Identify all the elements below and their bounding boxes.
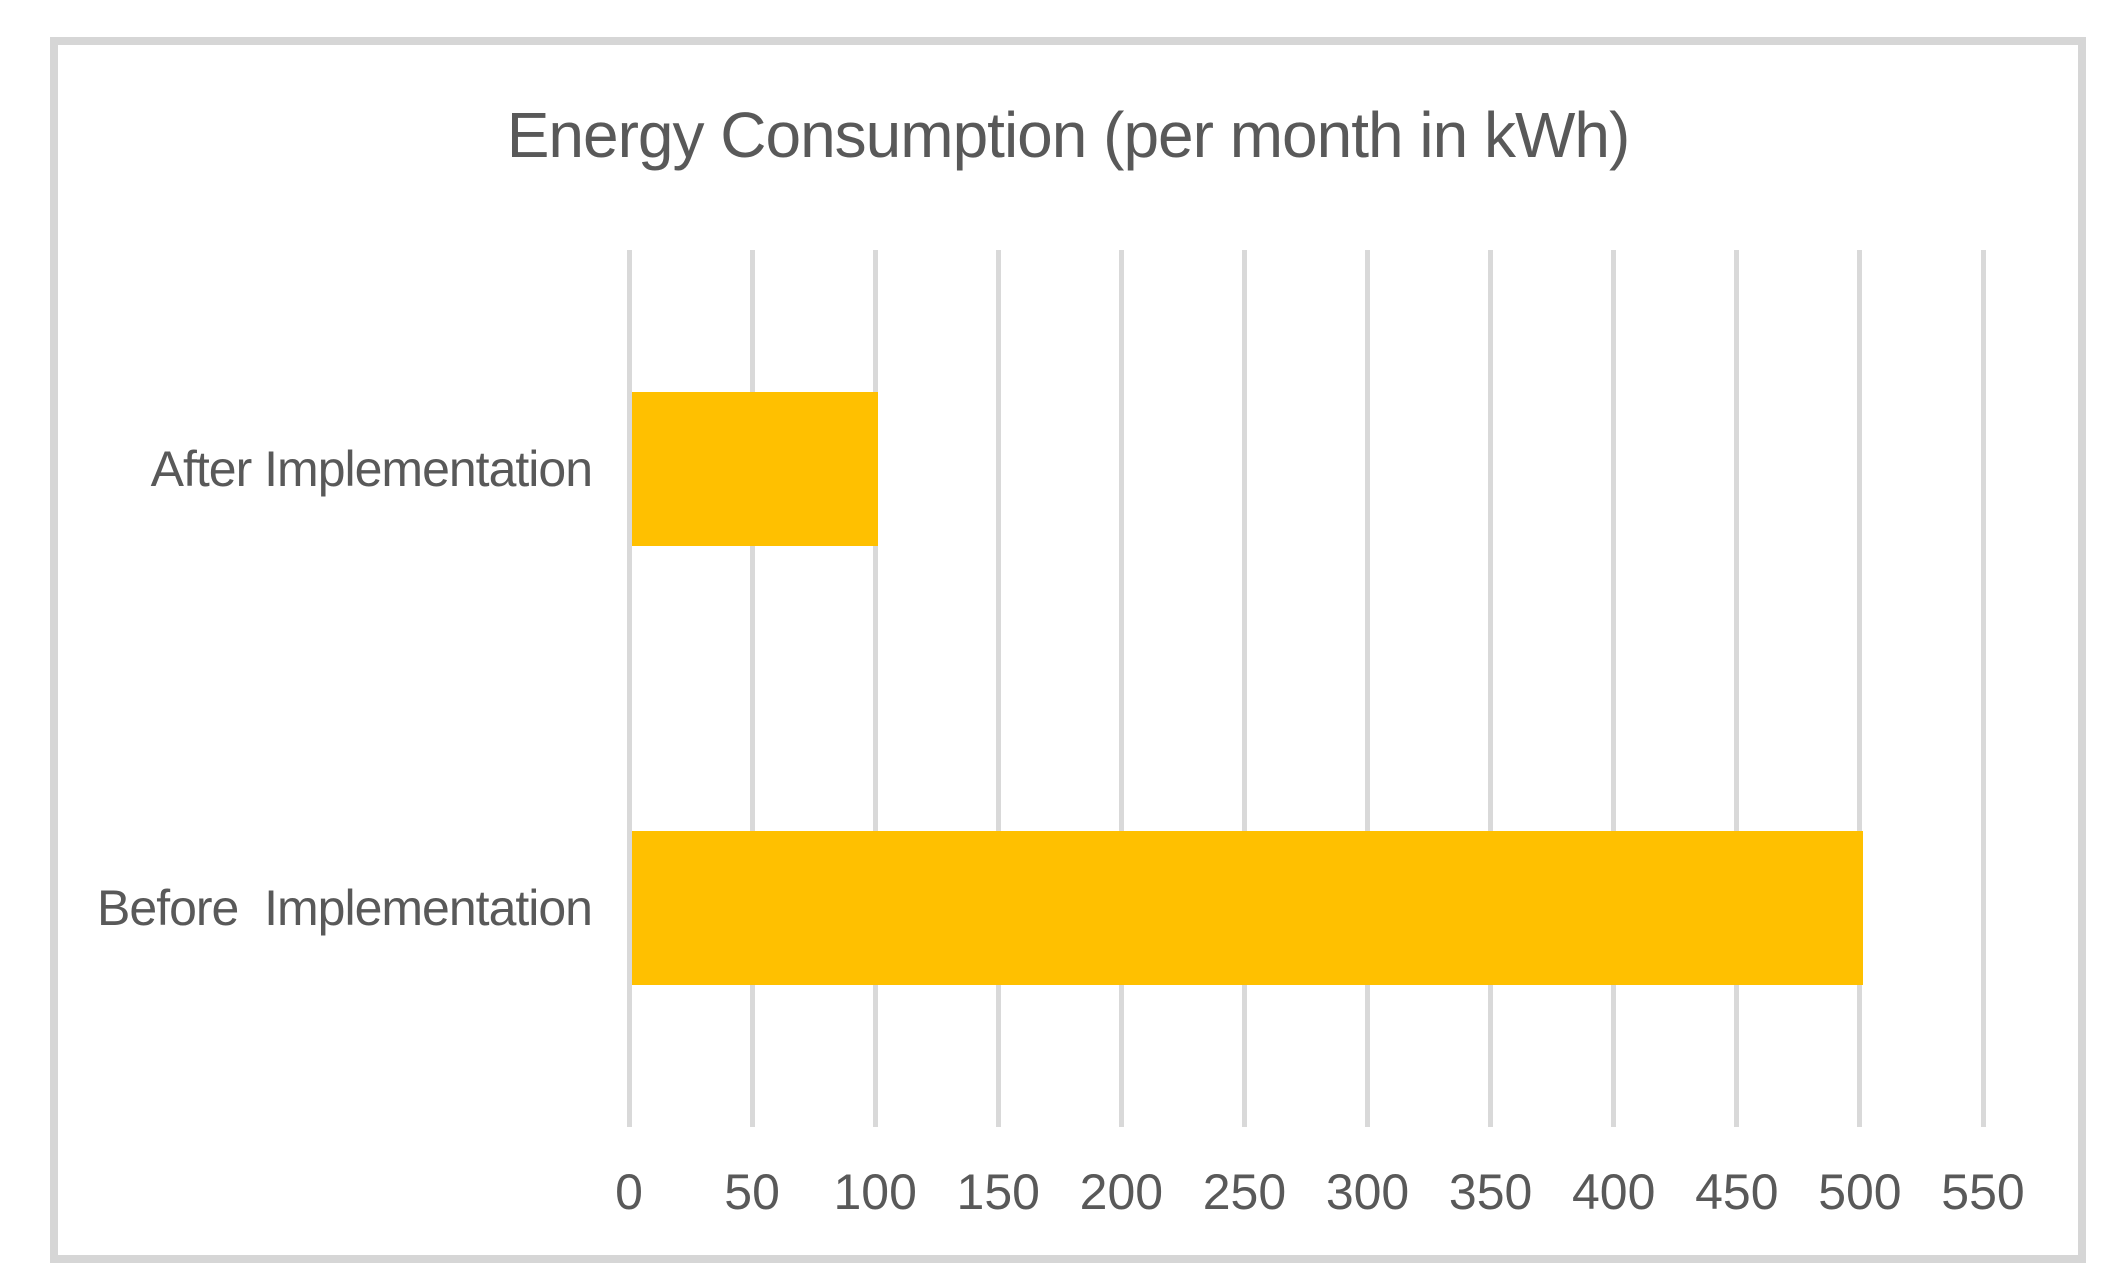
gridline-300	[1365, 250, 1371, 1127]
x-tick-label-250: 250	[1202, 1164, 1287, 1220]
x-tick-label-300: 300	[1325, 1164, 1410, 1220]
gridline-550	[1980, 250, 1986, 1127]
gridline-50	[749, 250, 755, 1127]
gridline-400	[1611, 250, 1617, 1127]
x-tick-label-350: 350	[1448, 1164, 1533, 1220]
x-tick-label-150: 150	[956, 1164, 1040, 1220]
x-tick-label-450: 450	[1695, 1164, 1779, 1220]
chart-frame	[50, 37, 2086, 1263]
gridline-450	[1734, 250, 1740, 1127]
bar-before-implementation	[632, 830, 1863, 985]
x-tick-label-550: 550	[1941, 1164, 2025, 1220]
category-label-after-implementation: After Implementation	[150, 441, 593, 498]
x-tick-label-500: 500	[1818, 1164, 1902, 1220]
x-tick-label-400: 400	[1572, 1164, 1656, 1220]
gridline-250	[1241, 250, 1247, 1127]
gridline-100	[872, 250, 878, 1127]
gridline-350	[1488, 250, 1494, 1127]
x-tick-label-200: 200	[1079, 1164, 1164, 1220]
x-tick-label-100: 100	[833, 1164, 917, 1220]
x-tick-label-50: 50	[724, 1164, 780, 1220]
gridline-500	[1857, 250, 1863, 1127]
x-tick-label-0: 0	[615, 1164, 643, 1220]
gridline-200	[1118, 250, 1124, 1127]
gridline-0	[626, 250, 632, 1127]
gridline-150	[995, 250, 1001, 1127]
bar-after-implementation	[632, 392, 879, 547]
chart-title: Energy Consumption (per month in kWh)	[506, 99, 1631, 171]
plot-area	[626, 250, 1986, 1127]
category-label-before-implementation: Before Implementation	[97, 879, 593, 936]
